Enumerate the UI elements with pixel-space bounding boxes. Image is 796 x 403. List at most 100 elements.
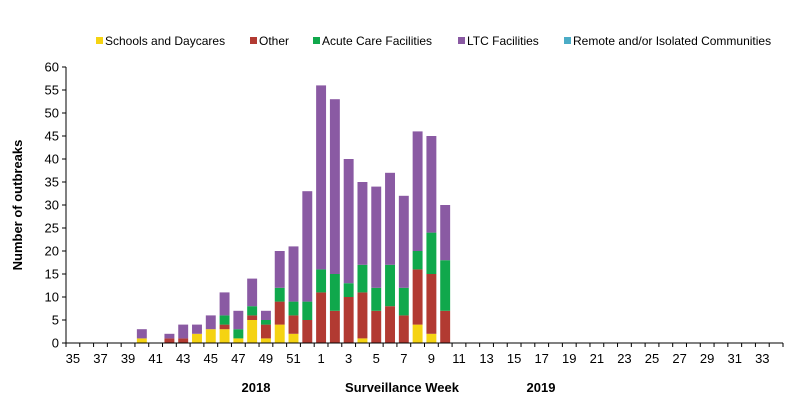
x-axis-ticks: 35 37 39 41 43 45 47 49 51 1 3 5 7 9 11 13 15 17 19 21 23 25 2… xyxy=(65,343,784,366)
bar-segment-week-7-series-3 xyxy=(398,195,409,288)
y-axis-title: Number of outbreaks xyxy=(10,140,25,271)
y-tick-label: 30 xyxy=(45,198,59,213)
x-tick-label: 21 xyxy=(590,351,604,366)
bar-segment-week-7-series-2 xyxy=(398,287,409,316)
y-tick-label: 60 xyxy=(45,60,59,75)
y-tick-label: 20 xyxy=(45,244,59,259)
x-tick-label: 33 xyxy=(755,351,769,366)
x-tick-label: 19 xyxy=(562,351,576,366)
bar-segment-week-4-series-2 xyxy=(357,264,368,293)
x-tick-label: 51 xyxy=(286,351,300,366)
x-tick-label: 47 xyxy=(231,351,245,366)
bar-segment-week-3-series-1 xyxy=(343,297,354,343)
year-label-2018: 2018 xyxy=(242,380,271,395)
axes xyxy=(65,67,783,344)
y-tick-label: 0 xyxy=(52,336,59,351)
bar-segment-week-40-series-3 xyxy=(136,329,147,339)
bar-segment-week-50-series-2 xyxy=(274,287,285,302)
bar-segment-week-7-series-1 xyxy=(398,315,409,343)
bar-segment-week-46-series-3 xyxy=(219,292,230,316)
bar-segment-week-49-series-3 xyxy=(260,310,271,320)
bar-segment-week-46-series-0 xyxy=(219,329,230,343)
bar-segment-week-45-series-3 xyxy=(205,315,216,330)
bar-segment-week-42-series-1 xyxy=(164,338,175,343)
legend-label-0: Schools and Daycares xyxy=(105,34,225,48)
bar-segment-week-49-series-0 xyxy=(260,338,271,343)
bar-segment-week-44-series-3 xyxy=(192,324,202,334)
bar-segment-week-48-series-2 xyxy=(247,306,258,316)
bar-segment-week-6-series-2 xyxy=(385,264,395,307)
bar-segment-week-46-series-2 xyxy=(219,315,230,325)
legend-swatch-1 xyxy=(250,37,257,44)
bar-segment-week-52-series-2 xyxy=(302,301,313,320)
bar-segment-week-6-series-1 xyxy=(385,306,395,343)
legend-swatch-4 xyxy=(564,37,571,44)
bar-segment-week-2-series-3 xyxy=(329,99,340,274)
x-tick-label: 15 xyxy=(507,351,521,366)
y-tick-label: 50 xyxy=(45,106,59,121)
bar-segment-week-1-series-2 xyxy=(316,269,327,293)
bar-segment-week-5-series-1 xyxy=(371,310,382,343)
x-tick-label: 27 xyxy=(672,351,686,366)
bar-segment-week-8-series-0 xyxy=(412,324,423,343)
x-tick-label: 23 xyxy=(617,351,631,366)
x-tick-label: 43 xyxy=(176,351,190,366)
y-tick-label: 10 xyxy=(45,290,59,305)
x-tick-label: 45 xyxy=(204,351,218,366)
bar-segment-week-51-series-1 xyxy=(288,315,299,334)
bar-segment-week-43-series-1 xyxy=(178,338,189,343)
x-tick-label: 49 xyxy=(259,351,273,366)
bar-segment-week-51-series-2 xyxy=(288,301,299,316)
bar-segment-week-43-series-3 xyxy=(178,324,189,339)
bar-segment-week-47-series-2 xyxy=(233,329,244,339)
bar-segment-week-6-series-3 xyxy=(385,172,395,265)
bar-segment-week-52-series-1 xyxy=(302,320,313,343)
x-tick-label: 1 xyxy=(317,351,324,366)
bar-segment-week-49-series-1 xyxy=(260,324,271,339)
bar-segment-week-45-series-0 xyxy=(205,329,216,343)
bar-segment-week-46-series-1 xyxy=(219,324,230,330)
bar-segment-week-48-series-1 xyxy=(247,315,258,320)
y-tick-label: 45 xyxy=(45,129,59,144)
y-tick-label: 15 xyxy=(45,267,59,282)
x-tick-label: 7 xyxy=(400,351,407,366)
x-tick-label: 41 xyxy=(148,351,162,366)
y-tick-label: 25 xyxy=(45,221,59,236)
bar-segment-week-47-series-3 xyxy=(233,310,244,330)
bar-segment-week-44-series-0 xyxy=(192,333,202,343)
x-tick-label: 35 xyxy=(66,351,80,366)
year-label-2019: 2019 xyxy=(527,380,556,395)
bar-segment-week-9-series-1 xyxy=(426,274,437,334)
legend-swatch-2 xyxy=(313,37,320,44)
legend: Schools and Daycares Other Acute Care Faci… xyxy=(96,34,771,48)
bars xyxy=(136,85,451,343)
x-tick-label: 39 xyxy=(121,351,135,366)
legend-label-3: LTC Facilities xyxy=(467,34,539,48)
x-tick-label: 3 xyxy=(345,351,352,366)
legend-swatch-0 xyxy=(96,37,103,44)
bar-segment-week-4-series-0 xyxy=(357,338,368,343)
x-tick-label: 29 xyxy=(700,351,714,366)
bar-segment-week-4-series-3 xyxy=(357,182,368,265)
bar-segment-week-8-series-2 xyxy=(412,251,423,270)
legend-swatch-3 xyxy=(458,37,465,44)
x-tick-label: 17 xyxy=(534,351,548,366)
y-tick-label: 40 xyxy=(45,152,59,167)
y-tick-label: 5 xyxy=(52,313,59,328)
y-axis-ticks: 0 5 10 15 20 25 30 35 40 45 50 55 60 xyxy=(45,60,66,351)
bar-segment-week-4-series-1 xyxy=(357,292,368,339)
bar-segment-week-9-series-0 xyxy=(426,333,437,343)
bar-segment-week-52-series-3 xyxy=(302,191,313,302)
bar-segment-week-49-series-2 xyxy=(260,320,271,325)
y-tick-label: 35 xyxy=(45,175,59,190)
bar-segment-week-50-series-1 xyxy=(274,301,285,325)
bar-segment-week-48-series-0 xyxy=(247,320,258,343)
bar-segment-week-50-series-3 xyxy=(274,251,285,288)
bar-segment-week-1-series-1 xyxy=(316,292,327,343)
bar-segment-week-2-series-2 xyxy=(329,274,340,311)
bar-segment-week-8-series-1 xyxy=(412,269,423,325)
bar-segment-week-10-series-3 xyxy=(440,205,451,261)
legend-label-4: Remote and/or Isolated Communities xyxy=(573,34,771,48)
bar-segment-week-10-series-1 xyxy=(440,310,451,343)
bar-segment-week-3-series-3 xyxy=(343,159,354,284)
